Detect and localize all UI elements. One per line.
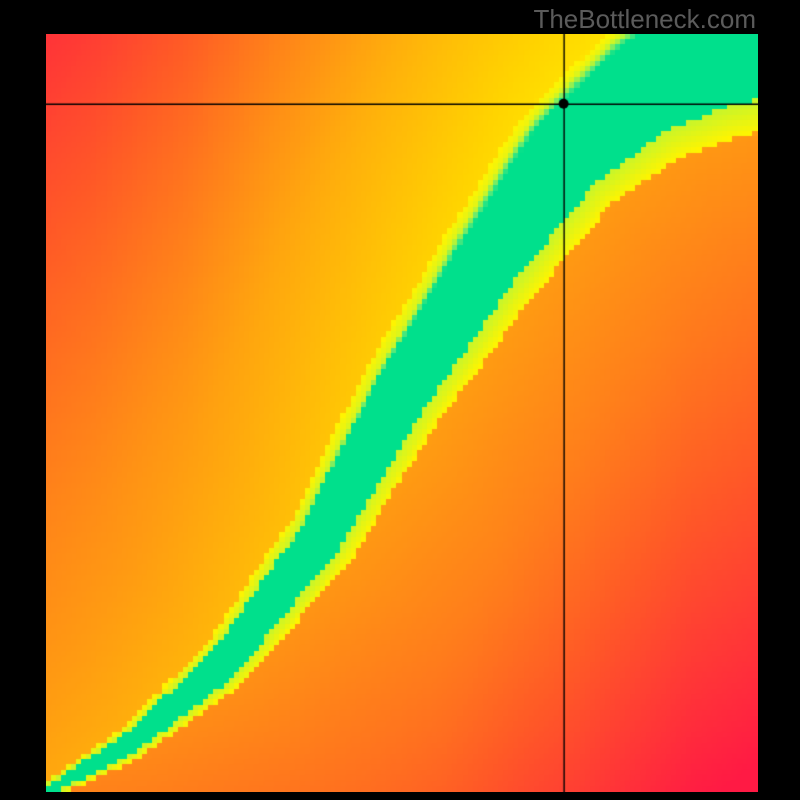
bottleneck-heatmap [46, 34, 758, 792]
watermark-text: TheBottleneck.com [533, 4, 756, 35]
chart-container: TheBottleneck.com [0, 0, 800, 800]
